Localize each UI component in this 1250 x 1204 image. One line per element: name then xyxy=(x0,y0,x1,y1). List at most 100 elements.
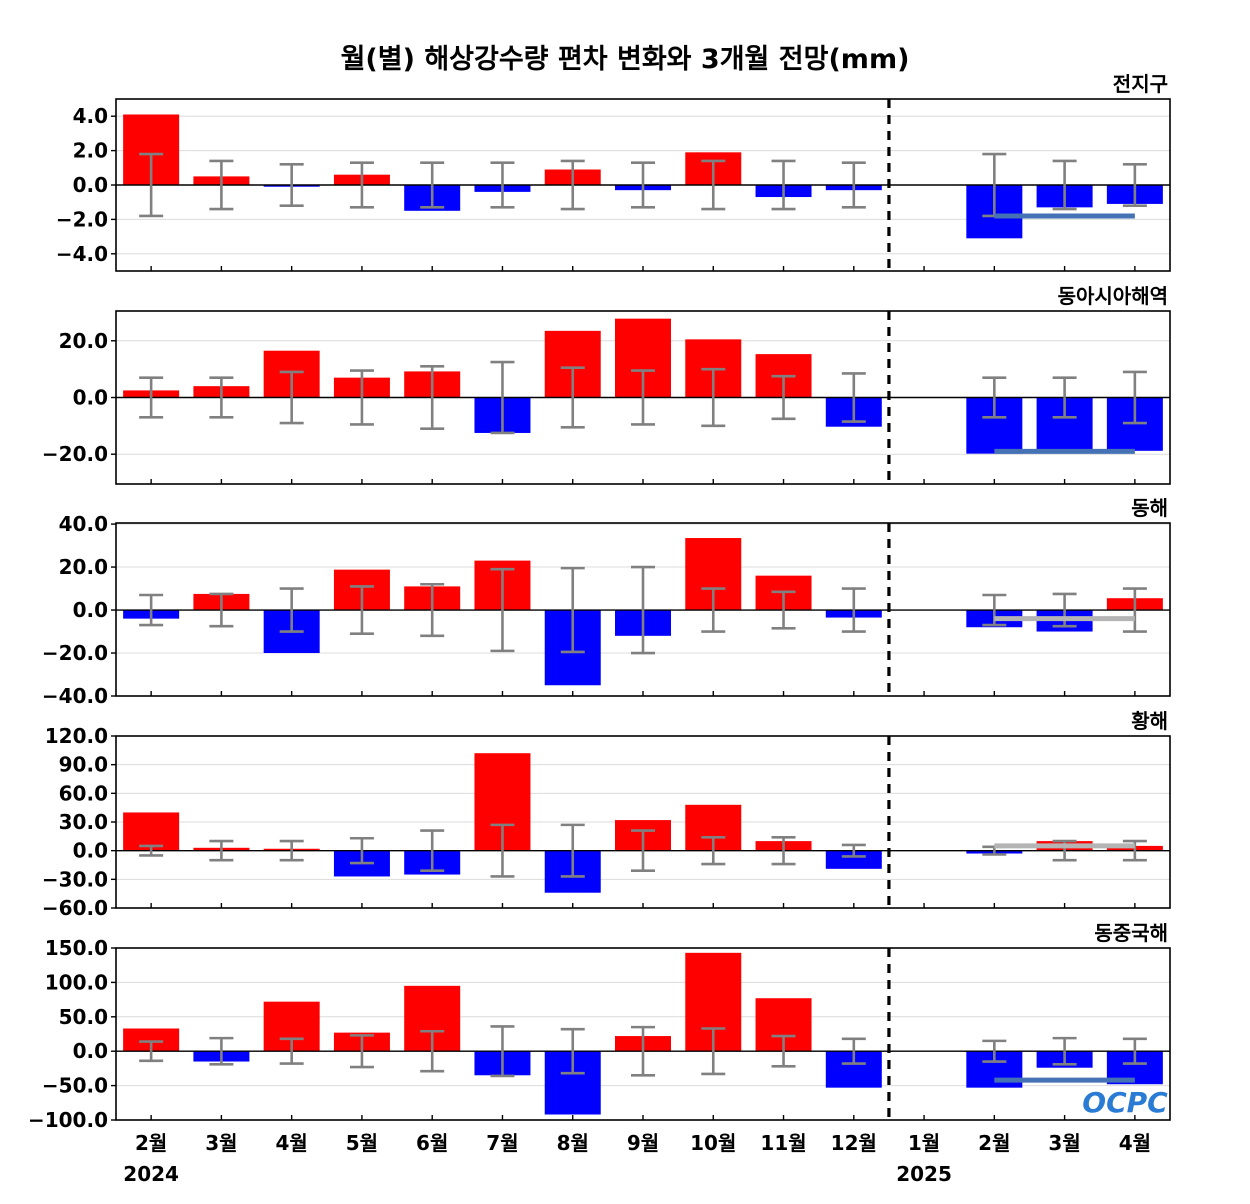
x-tick-label: 2월 xyxy=(135,1131,167,1155)
error-bar xyxy=(349,585,374,635)
error-bar xyxy=(349,161,374,209)
x-tick-label: 7월 xyxy=(486,1131,518,1155)
error-bar xyxy=(490,1025,515,1078)
error-bar xyxy=(420,1029,445,1073)
panel-4: 120.0 90.0 60.0 30.0 0.0 −30.0 −60.0 황해 xyxy=(42,709,1171,920)
error-bar xyxy=(560,366,585,429)
y-tick-label: −20.0 xyxy=(42,641,108,665)
error-bar xyxy=(701,159,726,211)
x-tick-label: 2월 xyxy=(978,1131,1010,1155)
panel-title: 동아시아해역 xyxy=(1058,284,1168,308)
y-tick-label: 0.0 xyxy=(73,1039,108,1063)
error-bar xyxy=(279,839,304,862)
y-tick-label: 0.0 xyxy=(73,386,108,410)
panel-frame xyxy=(115,522,1171,697)
panel-title: 황해 xyxy=(1131,709,1168,733)
bar-2월 xyxy=(123,812,180,851)
error-bar xyxy=(139,376,164,419)
error-bar xyxy=(490,823,515,878)
error-bar xyxy=(982,376,1007,419)
error-bar xyxy=(139,1040,164,1063)
panel-title: 전지구 xyxy=(1113,72,1168,96)
y-tick-label: 2.0 xyxy=(73,139,108,163)
y-tick-label: 20.0 xyxy=(59,555,108,579)
error-bar xyxy=(209,1036,234,1066)
x-tick-label: 1월 xyxy=(908,1131,940,1155)
error-bar xyxy=(771,159,796,211)
error-bar xyxy=(209,592,234,628)
error-bar xyxy=(771,590,796,630)
y-tick-label: 0.0 xyxy=(73,598,108,622)
y-tick-label: −2.0 xyxy=(56,207,108,231)
panel-frame xyxy=(115,735,1171,909)
error-bar xyxy=(139,152,164,218)
x-tick-label: 6월 xyxy=(416,1131,448,1155)
error-bar xyxy=(631,1025,655,1077)
error-bar xyxy=(701,835,726,866)
error-bar xyxy=(1122,163,1147,207)
error-bar xyxy=(349,1034,374,1069)
x-tick-label: 4월 xyxy=(276,1131,308,1155)
y-tick-label: 20.0 xyxy=(59,329,108,353)
panel-1: 4.0 2.0 0.0 −2.0 −4.0 전지구 xyxy=(56,72,1171,272)
error-bar xyxy=(1122,370,1147,425)
x-tick-label: 12월 xyxy=(831,1131,877,1155)
error-bar xyxy=(420,161,445,209)
y-tick-label: 90.0 xyxy=(59,753,108,777)
y-tick-label: 30.0 xyxy=(59,810,108,834)
panel-title: 동해 xyxy=(1131,496,1168,520)
y-tick-label: −30.0 xyxy=(42,867,108,891)
y-tick-label: −50.0 xyxy=(42,1074,108,1098)
error-bar xyxy=(209,839,234,862)
error-bar xyxy=(490,360,515,435)
x-tick-label: 4월 xyxy=(1119,1131,1151,1155)
x-tick-label: 3월 xyxy=(1048,1131,1080,1155)
error-bar xyxy=(841,843,866,858)
y-tick-label: −60.0 xyxy=(42,896,108,920)
error-bar xyxy=(771,835,796,866)
y-tick-label: −40.0 xyxy=(42,684,108,708)
y-tick-label: −20.0 xyxy=(42,442,108,466)
y-tick-label: 100.0 xyxy=(45,970,108,994)
error-bar xyxy=(631,161,655,209)
year-label: 2024 xyxy=(123,1162,179,1186)
error-bar xyxy=(1052,376,1077,419)
error-bar xyxy=(560,159,585,211)
y-tick-label: 120.0 xyxy=(45,724,108,748)
error-bar xyxy=(841,372,866,423)
error-bar xyxy=(490,567,515,653)
error-bar xyxy=(209,159,234,211)
error-bar xyxy=(420,365,445,430)
y-tick-label: 150.0 xyxy=(45,936,108,960)
logo-text: OCPC xyxy=(1082,1086,1168,1119)
error-bar xyxy=(1122,1037,1147,1065)
y-tick-label: 50.0 xyxy=(59,1005,108,1029)
error-bar xyxy=(631,829,655,873)
y-tick-label: 0.0 xyxy=(73,839,108,863)
error-bar xyxy=(982,1039,1007,1063)
panel-5: 150.0 100.0 50.0 0.0 −50.0 −100.0 동중국해 xyxy=(28,921,1171,1132)
error-bar xyxy=(420,829,445,873)
error-bar xyxy=(701,587,726,633)
x-tick-label: 3월 xyxy=(205,1131,237,1155)
error-bar xyxy=(1122,587,1147,633)
x-tick-label: 9월 xyxy=(627,1131,659,1155)
error-bar xyxy=(279,163,304,207)
error-bar xyxy=(490,161,515,209)
error-bar xyxy=(279,370,304,425)
error-bar xyxy=(841,587,866,633)
year-label: 2025 xyxy=(896,1162,952,1186)
y-tick-label: 60.0 xyxy=(59,781,108,805)
chart-title: 월(별) 해상강수량 편차 변화와 3개월 전망(mm) xyxy=(341,44,910,75)
error-bar xyxy=(560,823,585,878)
panel-frame xyxy=(115,947,1171,1121)
panel-frame xyxy=(115,310,1171,485)
y-tick-label: 4.0 xyxy=(73,104,108,128)
error-bar xyxy=(560,566,585,654)
panel-title: 동중국해 xyxy=(1094,921,1168,945)
error-bar xyxy=(631,565,655,655)
error-bar xyxy=(841,1037,866,1065)
error-bar xyxy=(1052,159,1077,211)
